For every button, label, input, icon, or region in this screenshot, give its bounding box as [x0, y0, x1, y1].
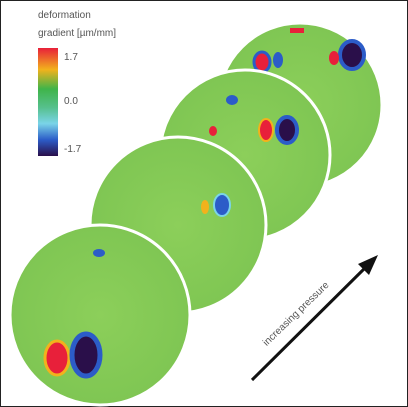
colorbar-tick-label: 1.7	[64, 52, 78, 63]
colorbar	[38, 48, 58, 156]
legend-title: deformation	[38, 10, 91, 21]
colorbar-tick-label: 0.0	[64, 96, 78, 107]
disc-1	[10, 225, 190, 405]
colorbar-tick-label: -1.7	[64, 144, 82, 155]
legend-title: gradient [µm/mm]	[38, 28, 116, 39]
figure: deformation gradient [µm/mm] 1.7 0.0 -1.…	[0, 0, 408, 407]
